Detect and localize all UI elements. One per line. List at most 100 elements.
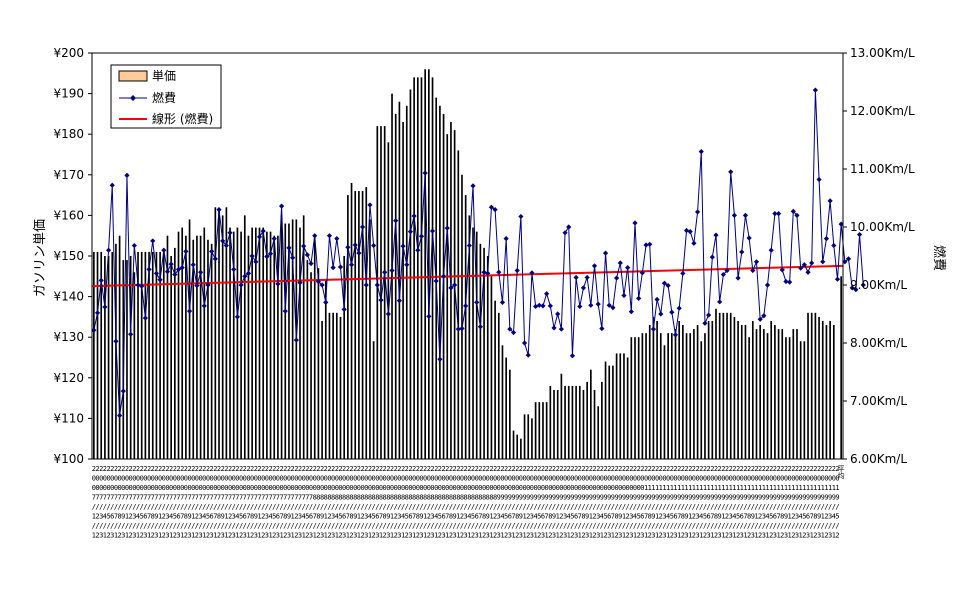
price-bar bbox=[737, 320, 739, 459]
x-tick-char: 9 bbox=[773, 494, 777, 502]
price-bar bbox=[615, 353, 618, 459]
x-tick-char: / bbox=[467, 522, 471, 530]
mileage-point bbox=[724, 267, 730, 274]
mileage-point bbox=[614, 275, 620, 281]
x-tick-char: 2 bbox=[316, 465, 320, 473]
x-tick-char: 1 bbox=[390, 513, 394, 521]
x-tick-char: 7 bbox=[187, 494, 191, 502]
x-tick-char: 9 bbox=[817, 513, 821, 521]
x-tick-char: 2 bbox=[541, 465, 545, 473]
x-tick-char: 2 bbox=[294, 465, 298, 473]
x-tick-char: / bbox=[835, 522, 839, 530]
x-tick-char: 2 bbox=[165, 465, 169, 473]
x-tick-char: 1 bbox=[832, 532, 836, 540]
mileage-point bbox=[706, 312, 712, 318]
price-bar bbox=[777, 329, 780, 459]
x-tick-char: 0 bbox=[114, 484, 118, 492]
x-tick-char: 7 bbox=[195, 494, 199, 502]
y-left-tick-label: ¥130 bbox=[53, 330, 84, 344]
x-tick-char: 8 bbox=[184, 513, 188, 521]
price-bar bbox=[818, 316, 820, 459]
x-tick-char: 0 bbox=[784, 475, 788, 483]
x-tick-char: / bbox=[449, 503, 453, 511]
price-bar bbox=[174, 247, 176, 459]
x-tick-char: 9 bbox=[522, 494, 526, 502]
price-bar bbox=[564, 385, 566, 459]
x-tick-char: 9 bbox=[600, 494, 604, 502]
x-tick-char: 3 bbox=[298, 513, 302, 521]
x-tick-char: 0 bbox=[758, 475, 762, 483]
x-tick-char: 3 bbox=[342, 532, 346, 540]
x-tick-char: 0 bbox=[530, 484, 534, 492]
x-tick-char: / bbox=[346, 503, 350, 511]
x-tick-char: / bbox=[250, 522, 254, 530]
x-tick-char: 9 bbox=[813, 494, 817, 502]
x-tick-char: 9 bbox=[585, 513, 589, 521]
x-tick-char: / bbox=[618, 503, 622, 511]
x-tick-char: 2 bbox=[151, 465, 155, 473]
x-tick-char: / bbox=[762, 522, 766, 530]
x-tick-char: 9 bbox=[585, 494, 589, 502]
x-tick-char: / bbox=[703, 503, 707, 511]
x-tick-char: 0 bbox=[287, 484, 291, 492]
x-tick-char: 0 bbox=[394, 484, 398, 492]
x-tick-char: 2 bbox=[327, 465, 331, 473]
x-tick-char: / bbox=[383, 503, 387, 511]
x-tick-char: 2 bbox=[780, 532, 784, 540]
x-tick-char: 3 bbox=[828, 513, 832, 521]
x-tick-char: 9 bbox=[747, 494, 751, 502]
x-tick-char: / bbox=[158, 503, 162, 511]
x-tick-char: / bbox=[283, 503, 287, 511]
x-tick-char: 0 bbox=[430, 475, 434, 483]
price-bar bbox=[538, 402, 541, 459]
x-tick-char: / bbox=[195, 522, 199, 530]
x-tick-char: 2 bbox=[140, 465, 144, 473]
x-tick-char: / bbox=[824, 522, 828, 530]
x-tick-char: 0 bbox=[541, 475, 545, 483]
x-tick-char: 5 bbox=[802, 513, 806, 521]
x-tick-char: / bbox=[475, 503, 479, 511]
x-tick-char: 3 bbox=[331, 513, 335, 521]
x-tick-char: 0 bbox=[390, 484, 394, 492]
x-tick-char: 7 bbox=[578, 513, 582, 521]
x-tick-char: 1 bbox=[670, 484, 674, 492]
x-tick-char: 2 bbox=[401, 465, 405, 473]
x-tick-char: 8 bbox=[482, 494, 486, 502]
x-tick-char: 9 bbox=[784, 513, 788, 521]
x-tick-char: 0 bbox=[559, 475, 563, 483]
x-tick-char: / bbox=[721, 522, 725, 530]
x-tick-char: 1 bbox=[824, 484, 828, 492]
x-tick-char: / bbox=[320, 503, 324, 511]
price-bar bbox=[641, 333, 644, 459]
x-tick-char: 1 bbox=[799, 484, 803, 492]
x-tick-char: 2 bbox=[799, 465, 803, 473]
price-bar bbox=[796, 329, 798, 459]
x-tick-char: / bbox=[405, 503, 409, 511]
price-bar bbox=[335, 312, 338, 459]
x-tick-char: / bbox=[821, 522, 825, 530]
price-bar bbox=[240, 231, 242, 459]
x-tick-char: 9 bbox=[710, 494, 714, 502]
mileage-point bbox=[853, 287, 859, 293]
price-bar bbox=[821, 320, 824, 459]
x-tick-char: 8 bbox=[316, 513, 320, 521]
x-tick-char: 2 bbox=[810, 465, 814, 473]
x-tick-char: / bbox=[191, 522, 195, 530]
x-tick-char: 2 bbox=[714, 465, 718, 473]
x-tick-char: 4 bbox=[268, 513, 272, 521]
x-tick-char: 1 bbox=[478, 532, 482, 540]
mileage-point bbox=[113, 338, 119, 344]
x-tick-char: 1 bbox=[401, 532, 405, 540]
x-tick-char: / bbox=[364, 522, 368, 530]
x-tick-char: 6 bbox=[309, 513, 313, 521]
